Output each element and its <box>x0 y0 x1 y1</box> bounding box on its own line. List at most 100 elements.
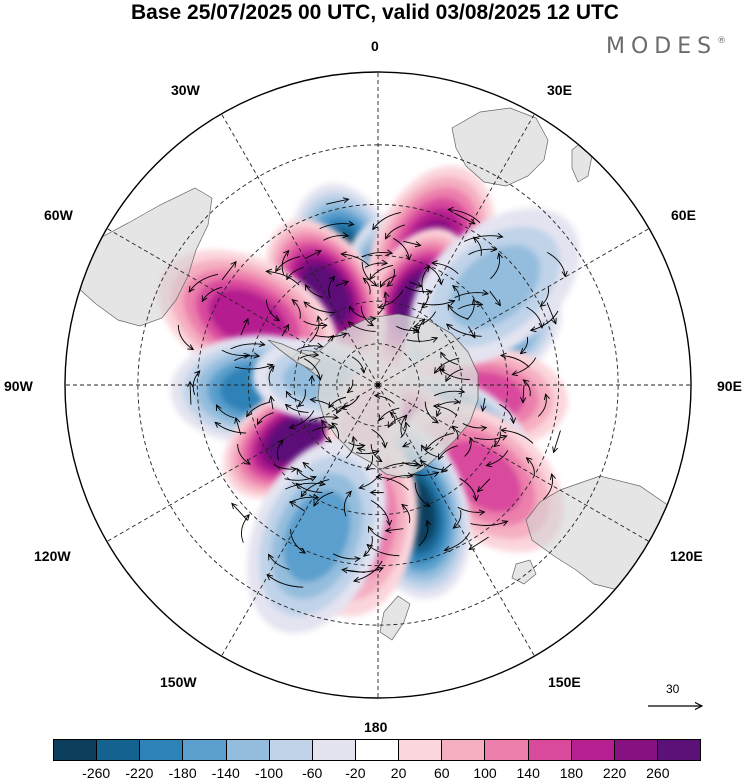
colorbar-tick-label: -260 <box>82 765 111 781</box>
wind-vector <box>523 384 524 403</box>
wind-vector <box>467 326 474 337</box>
wind-vector <box>305 285 324 298</box>
lon-label-90w: 90W <box>4 378 33 394</box>
wind-vector <box>290 529 306 553</box>
wind-vector <box>409 281 422 287</box>
wind-vector <box>464 438 472 457</box>
wind-vector <box>273 464 297 469</box>
wind-vector <box>240 319 248 336</box>
wind-vector <box>267 575 304 588</box>
south-pole-marker <box>376 383 380 387</box>
wind-vector <box>311 376 312 384</box>
wind-vector <box>439 445 458 460</box>
wind-vectors <box>177 199 565 588</box>
wind-vector <box>367 545 400 557</box>
colorbar-tick-label: 260 <box>646 765 670 781</box>
wind-vector <box>292 300 301 319</box>
wind-vector <box>266 271 300 286</box>
wind-vector <box>470 521 508 525</box>
wind-vector <box>466 299 475 321</box>
wind-vector <box>304 302 336 314</box>
wind-vector <box>216 405 235 419</box>
wind-vector <box>390 412 395 424</box>
wind-vector <box>447 324 482 337</box>
wind-vector <box>304 358 320 380</box>
wind-vector <box>375 395 395 404</box>
brand-text: MODES <box>606 34 718 59</box>
wind-vector <box>520 336 528 354</box>
registered-mark: ® <box>717 36 727 46</box>
meridian-line <box>106 384 379 542</box>
wind-vector <box>337 404 349 413</box>
wind-vector <box>386 476 413 481</box>
colorbar-bin-2 <box>140 740 184 760</box>
colorbar-bin-1 <box>97 740 141 760</box>
wind-vector <box>326 199 348 205</box>
wind-vector <box>383 463 418 469</box>
wind-vector <box>379 290 404 307</box>
wind-vector <box>284 483 325 490</box>
wind-vector <box>387 268 395 286</box>
wind-vector <box>281 325 289 337</box>
wind-vector <box>441 463 452 472</box>
lon-label-30w: 30W <box>171 82 200 98</box>
wind-vector <box>215 422 247 434</box>
wind-vector <box>323 236 348 241</box>
wind-vector <box>412 328 419 333</box>
wind-vector <box>177 325 193 350</box>
wind-vector <box>310 400 338 412</box>
colorbar-bin-5 <box>269 740 313 760</box>
wind-vector <box>299 355 319 359</box>
wind-vector <box>377 292 386 315</box>
wind-vector <box>459 478 477 500</box>
parallel-line <box>196 203 560 567</box>
colorbar-bin-4 <box>226 740 270 760</box>
wind-vector <box>281 251 289 275</box>
colorbar-tick-label: -180 <box>168 765 197 781</box>
wind-vector <box>357 448 366 450</box>
new-zealand <box>379 595 411 641</box>
wind-vector <box>348 322 376 332</box>
wind-vector <box>269 366 274 385</box>
wind-vector <box>474 237 482 256</box>
colorbar <box>53 739 701 761</box>
wind-vector <box>457 506 485 512</box>
wind-vector <box>417 301 455 305</box>
reference-vector-label: 30 <box>666 682 680 696</box>
colorbar-bin-10 <box>485 740 529 760</box>
wind-vector <box>341 254 370 266</box>
lon-label-90e: 90E <box>717 378 742 394</box>
wind-vector <box>434 406 458 416</box>
wind-vector <box>379 407 400 420</box>
wind-vector <box>373 211 401 229</box>
wind-vector <box>370 500 390 525</box>
wind-vector <box>321 427 331 442</box>
wind-vector <box>237 443 250 464</box>
wind-vector <box>540 286 549 306</box>
wind-vector <box>478 478 491 492</box>
wind-vector <box>371 428 386 447</box>
meridian-line <box>377 384 535 657</box>
wind-vector <box>290 410 315 428</box>
wind-vector <box>304 251 321 260</box>
lon-label-60w: 60W <box>44 207 73 223</box>
wind-vector <box>453 286 460 302</box>
wind-vector <box>257 412 274 425</box>
wind-vector <box>404 286 432 292</box>
wind-vector <box>537 394 546 417</box>
wind-vector <box>437 408 440 416</box>
wind-vector <box>490 253 499 280</box>
wind-vector <box>327 336 334 342</box>
lon-label-30e: 30E <box>547 82 572 98</box>
wind-vector <box>329 396 347 407</box>
wind-vector <box>192 371 200 396</box>
wind-vector <box>452 426 459 440</box>
africa <box>451 107 549 187</box>
south-america <box>65 187 213 327</box>
lon-label-60e: 60E <box>671 207 696 223</box>
meridian-line <box>106 228 379 386</box>
wind-vector <box>444 532 471 550</box>
wind-vector <box>546 251 565 276</box>
colorbar-tick-label: 220 <box>602 765 627 781</box>
wind-vector <box>285 404 309 413</box>
